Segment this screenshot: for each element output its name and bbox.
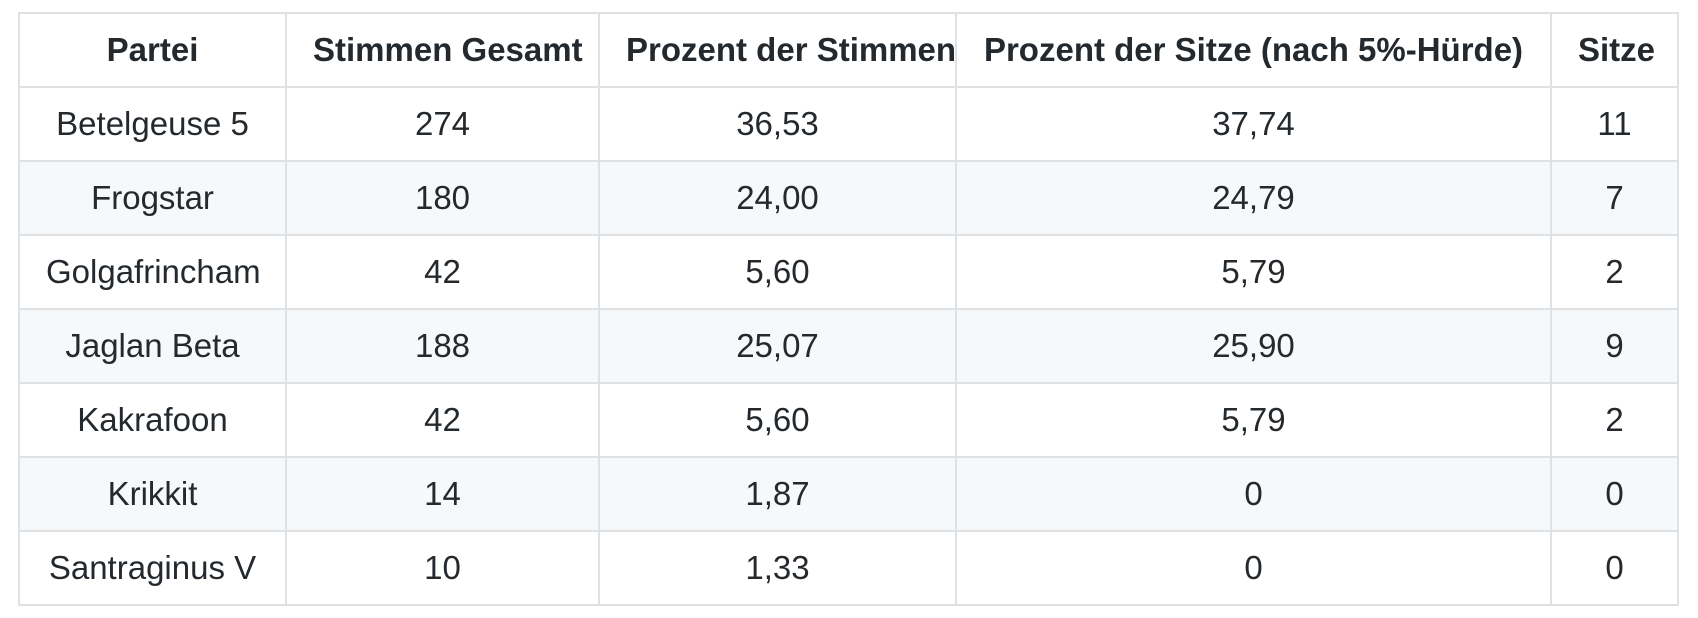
value-cell: 0 (955, 530, 1552, 606)
value-cell: 10 (285, 530, 600, 606)
value-cell: 274 (285, 86, 600, 162)
table-row: Santraginus V 10 1,33 0 0 (18, 530, 1679, 606)
value-cell: 14 (285, 456, 600, 532)
party-name-cell: Golgafrincham (18, 234, 287, 310)
value-cell: 2 (1550, 234, 1679, 310)
value-cell: 36,53 (598, 86, 957, 162)
table-row: Golgafrincham 42 5,60 5,79 2 (18, 234, 1679, 310)
column-header: Stimmen Gesamt (285, 12, 600, 88)
table-header-row: Partei Stimmen Gesamt Prozent der Stimmen P… (18, 12, 1679, 88)
column-header: Prozent der Stimmen (598, 12, 957, 88)
value-cell: 37,74 (955, 86, 1552, 162)
value-cell: 1,33 (598, 530, 957, 606)
value-cell: 0 (1550, 530, 1679, 606)
value-cell: 25,90 (955, 308, 1552, 384)
value-cell: 180 (285, 160, 600, 236)
value-cell: 11 (1550, 86, 1679, 162)
value-cell: 0 (955, 456, 1552, 532)
value-cell: 5,79 (955, 382, 1552, 458)
table-row: Frogstar 180 24,00 24,79 7 (18, 160, 1679, 236)
value-cell: 9 (1550, 308, 1679, 384)
party-name-cell: Krikkit (18, 456, 287, 532)
party-name-cell: Kakrafoon (18, 382, 287, 458)
column-header: Sitze (1550, 12, 1679, 88)
party-name-cell: Jaglan Beta (18, 308, 287, 384)
table-row: Krikkit 14 1,87 0 0 (18, 456, 1679, 532)
value-cell: 24,00 (598, 160, 957, 236)
value-cell: 25,07 (598, 308, 957, 384)
party-name-cell: Santraginus V (18, 530, 287, 606)
value-cell: 1,87 (598, 456, 957, 532)
election-results-table: Partei Stimmen Gesamt Prozent der Stimmen P… (18, 12, 1679, 606)
value-cell: 42 (285, 234, 600, 310)
party-name-cell: Betelgeuse 5 (18, 86, 287, 162)
table-body: Betelgeuse 5 274 36,53 37,74 11 Frogstar 180 24… (18, 86, 1679, 606)
value-cell: 5,60 (598, 382, 957, 458)
column-header: Partei (18, 12, 287, 88)
value-cell: 2 (1550, 382, 1679, 458)
value-cell: 0 (1550, 456, 1679, 532)
table-row: Betelgeuse 5 274 36,53 37,74 11 (18, 86, 1679, 162)
table-row: Kakrafoon 42 5,60 5,79 2 (18, 382, 1679, 458)
value-cell: 24,79 (955, 160, 1552, 236)
value-cell: 5,79 (955, 234, 1552, 310)
party-name-cell: Frogstar (18, 160, 287, 236)
value-cell: 5,60 (598, 234, 957, 310)
value-cell: 7 (1550, 160, 1679, 236)
column-header: Prozent der Sitze (nach 5%-Hürde) (955, 12, 1552, 88)
table-head: Partei Stimmen Gesamt Prozent der Stimmen P… (18, 12, 1679, 88)
value-cell: 42 (285, 382, 600, 458)
table-row: Jaglan Beta 188 25,07 25,90 9 (18, 308, 1679, 384)
value-cell: 188 (285, 308, 600, 384)
